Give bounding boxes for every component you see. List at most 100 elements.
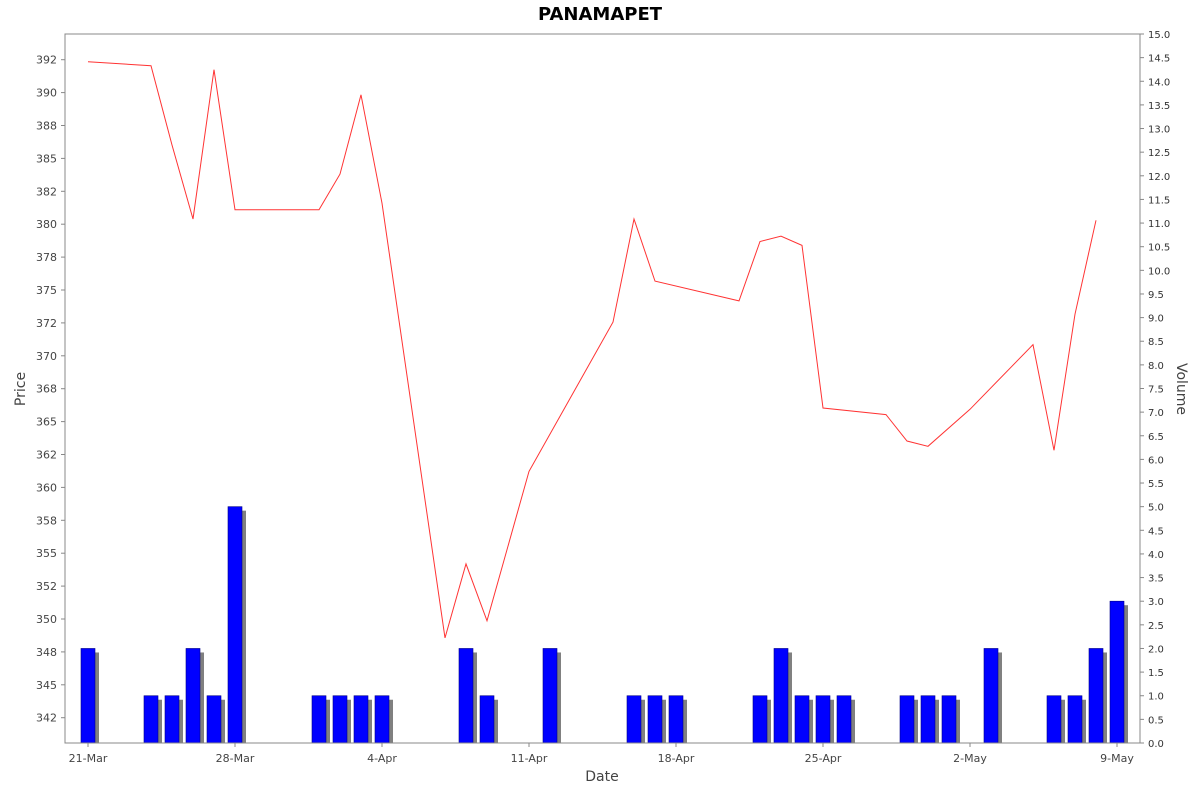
volume-bar (206, 695, 222, 744)
y2-tick-label: 13.0 (1148, 125, 1170, 136)
y2-tick-label: 1.0 (1148, 692, 1164, 703)
volume-bar (164, 695, 180, 744)
volume-bars (80, 506, 1128, 744)
volume-bar (311, 695, 327, 744)
y-tick-label: 355 (36, 547, 57, 560)
y-tick-label: 368 (36, 383, 57, 396)
volume-bar (983, 648, 999, 744)
volume-bar (332, 695, 348, 744)
y-tick-label: 342 (36, 712, 57, 725)
x-tick-label: 4-Apr (367, 752, 397, 765)
volume-bar (626, 695, 642, 744)
y-tick-label: 390 (36, 87, 57, 100)
volume-bar (458, 648, 474, 744)
y2-tick-label: 10.5 (1148, 243, 1170, 254)
y2-tick-label: 8.0 (1148, 361, 1164, 372)
y-tick-label: 382 (36, 185, 57, 198)
y-tick-label: 348 (36, 646, 57, 659)
x-tick-label: 28-Mar (216, 752, 255, 765)
volume-bar (227, 506, 243, 744)
y2-tick-label: 7.5 (1148, 385, 1164, 396)
y-tick-label: 352 (36, 580, 57, 593)
volume-bar (80, 648, 96, 744)
volume-bar (920, 695, 936, 744)
y2-tick-label: 1.5 (1148, 668, 1164, 679)
y-tick-label: 392 (36, 54, 57, 67)
y-tick-label: 360 (36, 481, 57, 494)
y2-tick-label: 12.5 (1148, 148, 1170, 159)
x-axis-ticks: 21-Mar 28-Mar 4-Apr 11-Apr 18-Apr 25-Apr 2-May… (69, 743, 1134, 765)
y2-tick-label: 6.0 (1148, 455, 1164, 466)
y-tick-label: 350 (36, 613, 57, 626)
y2-tick-label: 6.5 (1148, 432, 1164, 443)
y-tick-label: 372 (36, 317, 57, 330)
x-tick-label: 11-Apr (511, 752, 548, 765)
volume-bar (647, 695, 663, 744)
x-tick-label: 25-Apr (805, 752, 842, 765)
y2-tick-label: 13.5 (1148, 101, 1170, 112)
price-series-line (87, 61, 1097, 639)
y-tick-label: 375 (36, 284, 57, 297)
volume-bar (374, 695, 390, 744)
x-tick-label: 9-May (1100, 752, 1134, 765)
x-tick-label: 18-Apr (658, 752, 695, 765)
y-tick-label: 385 (36, 152, 57, 165)
y2-tick-label: 14.0 (1148, 77, 1170, 88)
y2-tick-label: 2.5 (1148, 621, 1164, 632)
y2-tick-label: 0.0 (1148, 739, 1164, 750)
y2-tick-label: 12.0 (1148, 172, 1170, 183)
volume-bar (836, 695, 852, 744)
y-tick-label: 378 (36, 251, 57, 264)
chart-title: PANAMAPET (538, 4, 663, 25)
volume-bar (773, 648, 789, 744)
x-tick-label: 2-May (953, 752, 987, 765)
y2-tick-label: 8.5 (1148, 337, 1164, 348)
volume-axis-ticks: 0.0 0.5 1.0 1.5 2.0 2.5 3.0 3.5 4.0 4.5 5.0 5.5 6.0 6… (1140, 30, 1170, 750)
x-axis-label: Date (585, 769, 618, 785)
y2-tick-label: 11.5 (1148, 195, 1170, 206)
y2-tick-label: 2.0 (1148, 644, 1164, 655)
price-axis-ticks: 342 345 348 350 352 355 358 360 362 365 368 370 372 3… (36, 54, 65, 725)
y-tick-label: 380 (36, 218, 57, 231)
y2-tick-label: 11.0 (1148, 219, 1170, 230)
y2-tick-label: 0.5 (1148, 715, 1164, 726)
volume-bar (143, 695, 159, 744)
volume-bar (479, 695, 495, 744)
volume-bar (752, 695, 768, 744)
volume-bar (815, 695, 831, 744)
y-tick-label: 365 (36, 416, 57, 429)
y2-tick-label: 5.0 (1148, 503, 1164, 514)
y2-tick-label: 7.0 (1148, 408, 1164, 419)
volume-bar (941, 695, 957, 744)
y2-tick-label: 9.0 (1148, 314, 1164, 325)
y2-tick-label: 4.0 (1148, 550, 1164, 561)
y2-tick-label: 15.0 (1148, 30, 1170, 41)
volume-bar (353, 695, 369, 744)
plot-area-border (64, 33, 1141, 744)
volume-bar (1109, 600, 1125, 744)
y2-tick-label: 14.5 (1148, 54, 1170, 65)
y-tick-label: 362 (36, 449, 57, 462)
y-tick-label: 370 (36, 350, 57, 363)
y2-tick-label: 3.5 (1148, 574, 1164, 585)
y2-axis-label: Volume (1173, 363, 1189, 415)
y2-tick-label: 5.5 (1148, 479, 1164, 490)
volume-bar (899, 695, 915, 744)
y-axis-label: Price (13, 372, 29, 406)
volume-bar (794, 695, 810, 744)
y2-tick-label: 3.0 (1148, 597, 1164, 608)
volume-bar (668, 695, 684, 744)
y2-tick-label: 10.0 (1148, 266, 1170, 277)
y-tick-label: 358 (36, 514, 57, 527)
y-tick-label: 388 (36, 120, 57, 133)
y2-tick-label: 9.5 (1148, 290, 1164, 301)
y2-tick-label: 4.5 (1148, 526, 1164, 537)
volume-bar (1046, 695, 1062, 744)
volume-bar (185, 648, 201, 744)
volume-bar (542, 648, 558, 744)
x-tick-label: 21-Mar (69, 752, 108, 765)
volume-bar (1067, 695, 1083, 744)
y-tick-label: 345 (36, 679, 57, 692)
volume-bar (1088, 648, 1104, 744)
